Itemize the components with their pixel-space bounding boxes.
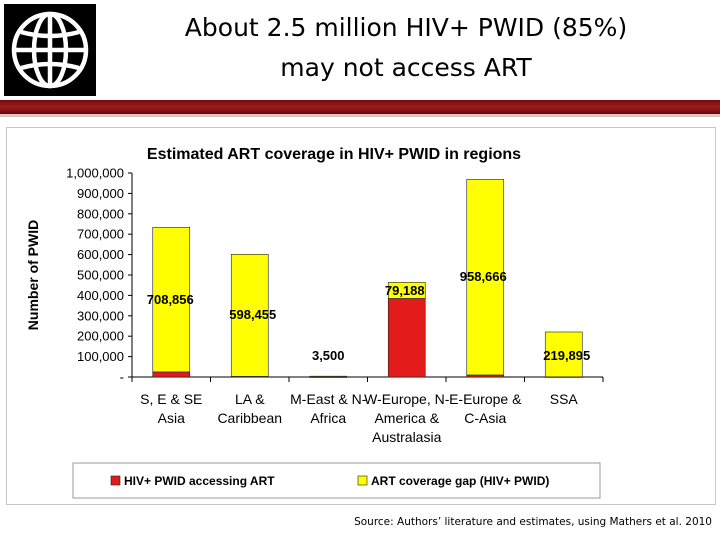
data-label: 598,455 (229, 307, 276, 322)
y-tick-label: 100,000 (77, 349, 124, 364)
bar-segment-gap (544, 331, 583, 378)
legend-swatch-accessing (110, 475, 121, 486)
data-label: 3,500 (312, 348, 345, 363)
globe-icon (4, 4, 96, 96)
y-tick-label: 400,000 (77, 288, 124, 303)
y-tick-label: 200,000 (77, 329, 124, 344)
bar-segment-gap (230, 254, 269, 377)
x-tick-label: Africa (310, 410, 346, 426)
x-tick-label: M-East & N- (290, 391, 367, 407)
chart-frame: Estimated ART coverage in HIV+ PWID in r… (6, 127, 716, 505)
chart-title: Estimated ART coverage in HIV+ PWID in r… (147, 146, 521, 163)
data-label: 958,666 (460, 269, 507, 284)
slide-title-line-1: About 2.5 million HIV+ PWID (85%) (184, 13, 628, 42)
legend-box (72, 462, 601, 499)
world-bank-logo (4, 4, 96, 96)
bar-segment-gap (387, 282, 426, 299)
bar-segment-gap (152, 226, 191, 373)
data-label: 219,895 (543, 348, 590, 363)
x-tick-label: C-Asia (464, 410, 506, 426)
y-tick-label: 600,000 (77, 247, 124, 262)
legend-label-gap: ART coverage gap (HIV+ PWID) (371, 474, 549, 488)
y-tick-label: 500,000 (77, 268, 124, 283)
bar-segment-gap (309, 375, 348, 378)
legend-label-accessing: HIV+ PWID accessing ART (124, 474, 275, 488)
x-tick-label: W-Europe, N- (364, 391, 450, 407)
y-tick-label: 300,000 (77, 308, 124, 323)
x-tick-label: E-Europe & (449, 391, 522, 407)
y-tick-label: 800,000 (77, 206, 124, 221)
y-tick-label: 900,000 (77, 186, 124, 201)
x-tick-label: Australasia (372, 429, 441, 445)
slide-title: About 2.5 million HIV+ PWID (85%) may no… (100, 8, 712, 88)
y-axis-title: Number of PWID (25, 220, 41, 330)
y-tick-label: - (120, 370, 124, 385)
data-label: 79,188 (385, 283, 425, 298)
title-divider (0, 100, 720, 114)
slide-title-line-2: may not access ART (280, 53, 532, 82)
x-tick-label: S, E & SE (140, 391, 202, 407)
bar-segment-accessing (466, 374, 505, 378)
bar-segment-gap (466, 179, 505, 376)
legend-swatch-gap (357, 475, 368, 486)
x-tick-label: America & (374, 410, 439, 426)
x-tick-label: SSA (550, 391, 579, 407)
x-tick-label: Caribbean (217, 410, 282, 426)
x-tick-label: Asia (158, 410, 185, 426)
data-label: 708,856 (147, 292, 194, 307)
source-note: Source: Authors’ literature and estimate… (354, 516, 712, 528)
title-divider-shadow (0, 114, 720, 117)
y-tick-label: 700,000 (77, 227, 124, 242)
x-tick-label: LA & (235, 391, 265, 407)
art-coverage-chart: Estimated ART coverage in HIV+ PWID in r… (25, 146, 604, 499)
bar-segment-accessing (152, 371, 191, 378)
bar-segment-accessing (387, 298, 426, 378)
y-tick-label: 1,000,000 (66, 166, 124, 181)
